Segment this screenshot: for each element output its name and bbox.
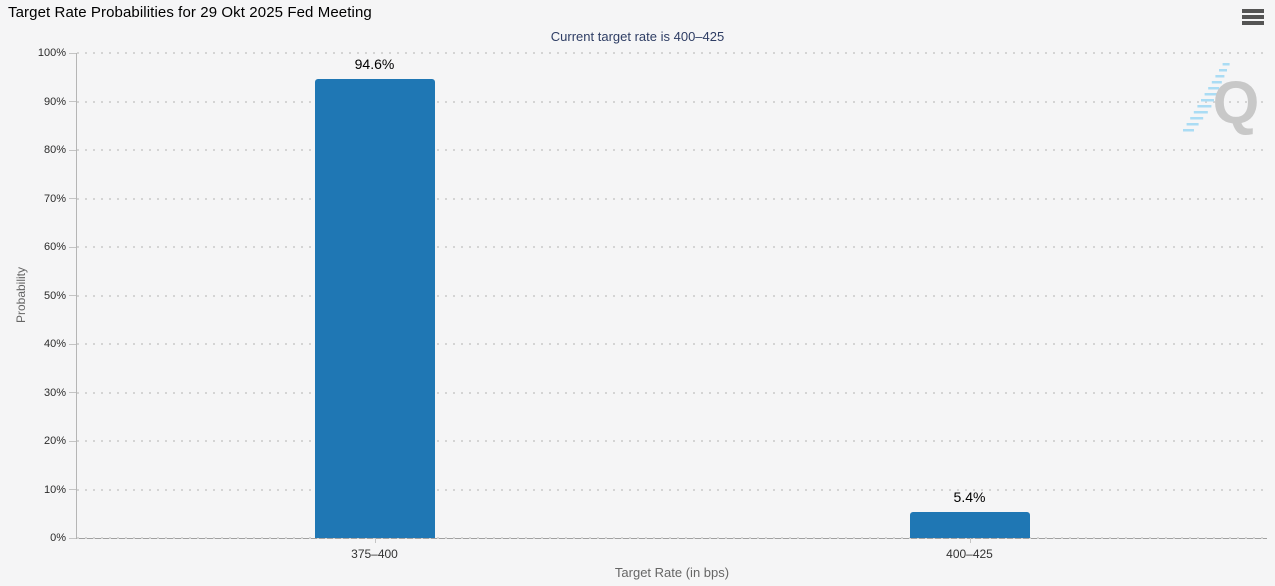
chart-subtitle: Current target rate is 400–425 <box>550 29 725 44</box>
watermark-letter: Q <box>1213 69 1260 136</box>
x-axis-tick <box>969 538 971 543</box>
y-axis-tick <box>69 440 76 442</box>
y-axis-label-90: 90% <box>43 95 66 108</box>
y-axis-tick <box>69 246 76 248</box>
y-axis-tick <box>69 198 76 199</box>
gridline-30 <box>77 391 1267 394</box>
bar-400-425[interactable] <box>909 511 1030 538</box>
x-axis-label: 375–400 <box>351 547 398 561</box>
bar-value-label: 5.4% <box>953 488 986 505</box>
chart-title: Target Rate Probabilities for 29 Okt 202… <box>8 4 372 21</box>
gridline-70 <box>77 197 1267 200</box>
gridline-50 <box>77 294 1267 297</box>
watermark-q-logo: Q <box>1183 63 1260 136</box>
gridline-0 <box>77 537 1267 539</box>
y-axis-label-30: 30% <box>43 386 66 399</box>
gridline-20 <box>77 440 1267 442</box>
y-axis-label-10: 10% <box>43 483 66 496</box>
hamburger-icon <box>1242 9 1264 25</box>
y-axis-tick <box>69 489 76 490</box>
y-axis-label-50: 50% <box>43 289 66 302</box>
bar-375-400[interactable] <box>314 79 435 538</box>
watermark-streak-icon <box>1183 63 1230 132</box>
gridline-40 <box>77 343 1267 345</box>
y-axis-tick <box>69 295 76 296</box>
y-axis-tick <box>69 343 76 345</box>
x-axis-tick <box>374 538 376 543</box>
gridline-80 <box>77 149 1267 151</box>
gridline-60 <box>77 246 1267 248</box>
y-axis-label-20: 20% <box>43 435 66 447</box>
y-axis-tick <box>69 392 76 393</box>
gridline-100 <box>77 52 1267 54</box>
y-axis-label-100: 100% <box>37 47 66 59</box>
y-axis-label-40: 40% <box>43 338 66 350</box>
y-axis-label-0: 0% <box>50 532 66 544</box>
x-axis-title: Target Rate (in bps) <box>614 565 730 580</box>
bar-value-label: 94.6% <box>354 56 395 73</box>
gridline-90 <box>77 100 1267 103</box>
y-axis-title: Probability <box>14 266 28 323</box>
y-axis-tick <box>69 149 76 151</box>
y-axis-label-70: 70% <box>43 192 66 205</box>
y-axis-label-60: 60% <box>43 241 66 253</box>
y-axis-tick <box>69 537 76 539</box>
chart-menu-button[interactable] <box>1240 7 1266 27</box>
gridline-10 <box>77 488 1267 491</box>
plot-area: Probability Target Rate (in bps) 0% 10% 20… <box>14 47 1267 580</box>
y-axis-tick <box>69 101 76 102</box>
x-axis-label: 400–425 <box>946 547 993 561</box>
y-axis-label-80: 80% <box>43 144 66 156</box>
y-axis-tick <box>69 52 76 54</box>
